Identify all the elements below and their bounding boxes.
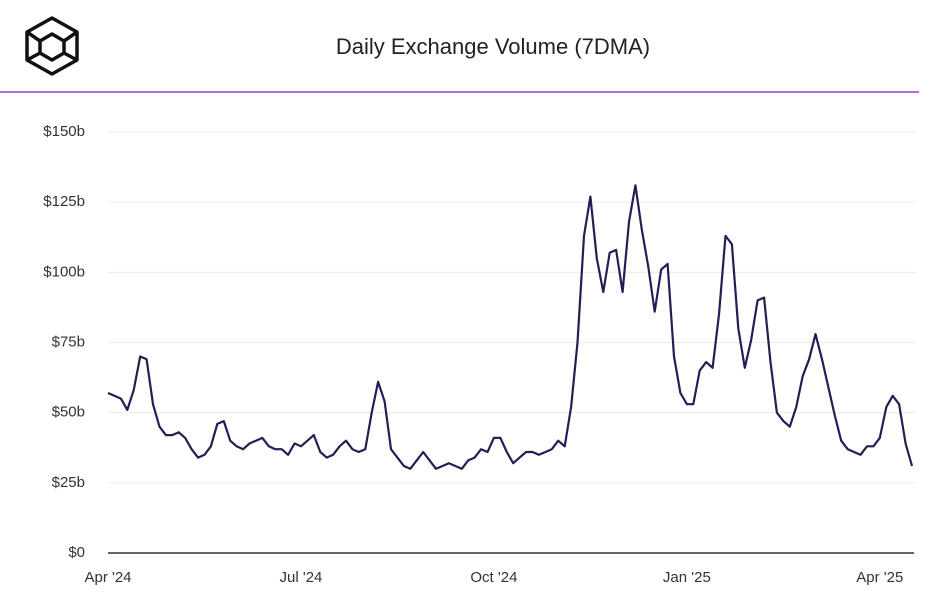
y-tick-label: $75b	[52, 333, 85, 350]
x-tick-label: Apr '25	[856, 569, 903, 586]
y-tick-label: $125b	[43, 193, 85, 210]
x-tick-label: Jul '24	[280, 569, 323, 586]
x-tick-label: Jan '25	[663, 569, 711, 586]
y-tick-label: $0	[68, 544, 85, 561]
data-line	[107, 184, 914, 470]
y-tick-label: $50b	[52, 404, 85, 421]
y-tick-label: $150b	[43, 123, 85, 140]
logo	[25, 16, 79, 76]
y-tick-label: $100b	[43, 263, 85, 280]
chart-title: Daily Exchange Volume (7DMA)	[336, 34, 650, 59]
y-tick-label: $25b	[52, 474, 85, 491]
x-tick-label: Oct '24	[470, 569, 517, 586]
x-tick-label: Apr '24	[84, 569, 131, 586]
